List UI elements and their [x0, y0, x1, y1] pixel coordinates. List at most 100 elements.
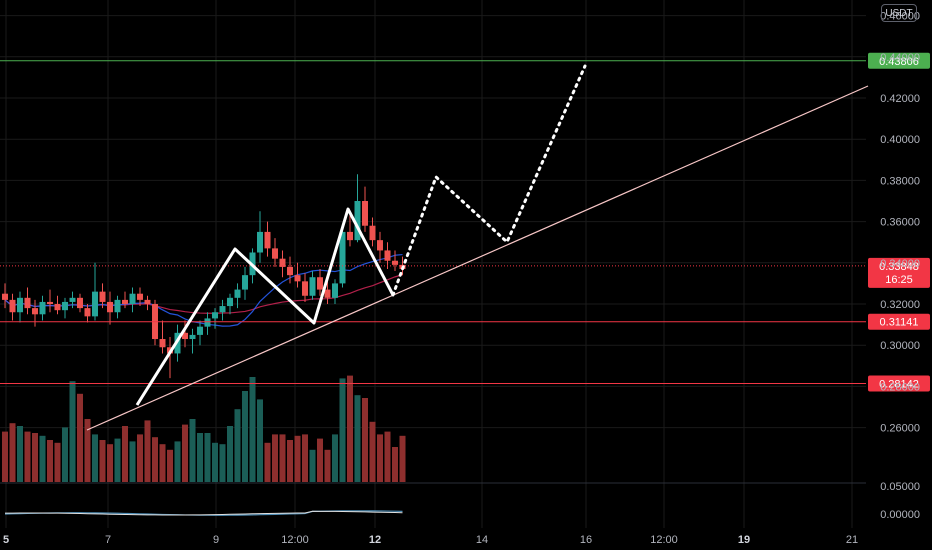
- volume-bar: [32, 433, 38, 482]
- price-tick-label: 0.32000: [880, 299, 920, 311]
- candle-body: [369, 225, 376, 241]
- volume-bar: [167, 449, 173, 482]
- indicator-signal-line: [4, 510, 403, 516]
- candle-body: [62, 301, 68, 311]
- volume-bar: [152, 437, 158, 482]
- candlesticks: [2, 174, 406, 379]
- volume-bar: [189, 419, 196, 482]
- candle-body: [159, 339, 166, 348]
- time-tick-label: 12: [369, 534, 381, 546]
- volume-bar: [174, 441, 181, 482]
- volume-bar: [272, 434, 278, 482]
- volume-bar: [377, 434, 383, 482]
- candle-body: [354, 201, 361, 241]
- volume-bar: [182, 424, 188, 482]
- candle-body: [32, 308, 38, 315]
- volume-bar: [279, 434, 286, 482]
- oscillator-panel: [4, 510, 403, 516]
- candle-body: [279, 258, 286, 267]
- volume-bar: [354, 395, 361, 482]
- candle-body: [234, 289, 241, 298]
- price-tick-label: 0.38000: [880, 175, 920, 187]
- time-tick-label: 19: [738, 534, 750, 546]
- volume-bar: [257, 399, 263, 482]
- price-badge: [868, 375, 930, 392]
- time-tick-label: 12:00: [650, 534, 678, 546]
- candle-body: [39, 301, 46, 315]
- volume-bar: [324, 449, 331, 482]
- candle-body: [384, 250, 391, 261]
- volume-bar: [242, 391, 248, 482]
- volume-bar: [347, 375, 353, 482]
- candle-body: [9, 299, 16, 313]
- volume-bar: [384, 431, 391, 482]
- chart-grid: [0, 0, 866, 528]
- projected-path-dotted: [391, 64, 587, 297]
- candle-body: [2, 293, 8, 300]
- time-axis: 5 7 9 12:00 12 14 16 12:00 19 21: [3, 534, 858, 546]
- volume-bar: [204, 433, 211, 482]
- candle-body: [129, 293, 136, 304]
- last-price-badge: [868, 257, 930, 288]
- last-price-value: 0.33848: [879, 261, 919, 273]
- price-tick-label: 0.30000: [880, 340, 920, 352]
- candle-body: [242, 275, 248, 290]
- volume-bar: [309, 449, 316, 482]
- candle-body: [227, 297, 233, 307]
- candle-body: [212, 312, 218, 319]
- candle-body: [107, 301, 113, 313]
- volume-bar: [62, 427, 68, 482]
- volume-bar: [92, 434, 98, 482]
- candle-body: [122, 299, 128, 304]
- currency-selector[interactable]: USDT: [881, 4, 917, 22]
- volume-bar: [9, 423, 16, 482]
- candle-body: [137, 293, 143, 300]
- volume-bar: [249, 377, 256, 482]
- volume-bar: [287, 440, 293, 482]
- time-tick-label: 5: [3, 534, 9, 546]
- price-tick-label: 0.40000: [880, 134, 920, 146]
- indicator-tick-label: 0.00000: [880, 509, 920, 521]
- candle-body: [362, 201, 368, 226]
- time-tick-label: 16: [580, 534, 592, 546]
- volume-bar: [302, 434, 308, 482]
- time-tick-label: 9: [213, 534, 219, 546]
- volume-bar: [234, 409, 241, 482]
- volume-bar: [17, 426, 23, 482]
- candle-body: [392, 260, 398, 265]
- candle-body: [182, 332, 188, 340]
- candle-body: [24, 297, 31, 309]
- time-tick-label: 7: [105, 534, 111, 546]
- candle-body: [219, 306, 226, 313]
- time-tick-label: 21: [846, 534, 858, 546]
- volume-bar: [24, 431, 31, 482]
- bar-countdown: 16:25: [885, 274, 913, 286]
- volume-bar: [159, 444, 166, 482]
- volume-bars: [2, 375, 406, 482]
- time-tick-label: 12:00: [281, 534, 309, 546]
- volume-bar: [107, 444, 113, 482]
- ascending-trendline: [86, 85, 869, 431]
- price-badge-label: 0.28142: [879, 378, 919, 390]
- w-pattern-zigzag: [135, 207, 395, 406]
- volume-bar: [212, 442, 218, 482]
- candle-body: [144, 299, 151, 304]
- volume-bar: [227, 426, 233, 482]
- volume-bar: [129, 441, 136, 482]
- candle-body: [377, 240, 383, 251]
- volume-bar: [362, 398, 368, 482]
- volume-bar: [137, 434, 143, 482]
- volume-bar: [197, 433, 203, 482]
- candle-body: [92, 291, 98, 317]
- candle-body: [54, 304, 61, 311]
- price-axis: 0.46000 0.44000 0.42000 0.40000 0.38000 0.360…: [880, 11, 920, 521]
- volume-bar: [99, 440, 106, 482]
- volume-bar: [2, 431, 8, 482]
- volume-bar: [332, 434, 338, 482]
- volume-bar: [39, 435, 46, 482]
- time-tick-label: 14: [476, 534, 488, 546]
- candle-body: [17, 297, 23, 313]
- volume-bar: [77, 393, 83, 482]
